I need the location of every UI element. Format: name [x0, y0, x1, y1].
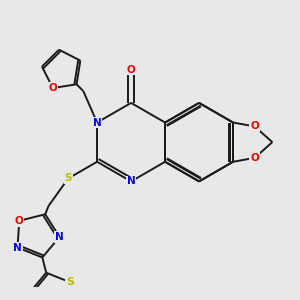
Text: O: O: [127, 64, 136, 74]
Text: O: O: [15, 216, 24, 226]
Text: N: N: [93, 118, 101, 128]
Text: N: N: [13, 242, 22, 253]
Text: S: S: [66, 277, 74, 287]
Text: N: N: [55, 232, 64, 242]
Text: O: O: [49, 83, 57, 93]
Text: N: N: [127, 176, 136, 186]
Text: O: O: [250, 153, 259, 163]
Text: S: S: [64, 173, 72, 184]
Text: O: O: [250, 122, 259, 131]
